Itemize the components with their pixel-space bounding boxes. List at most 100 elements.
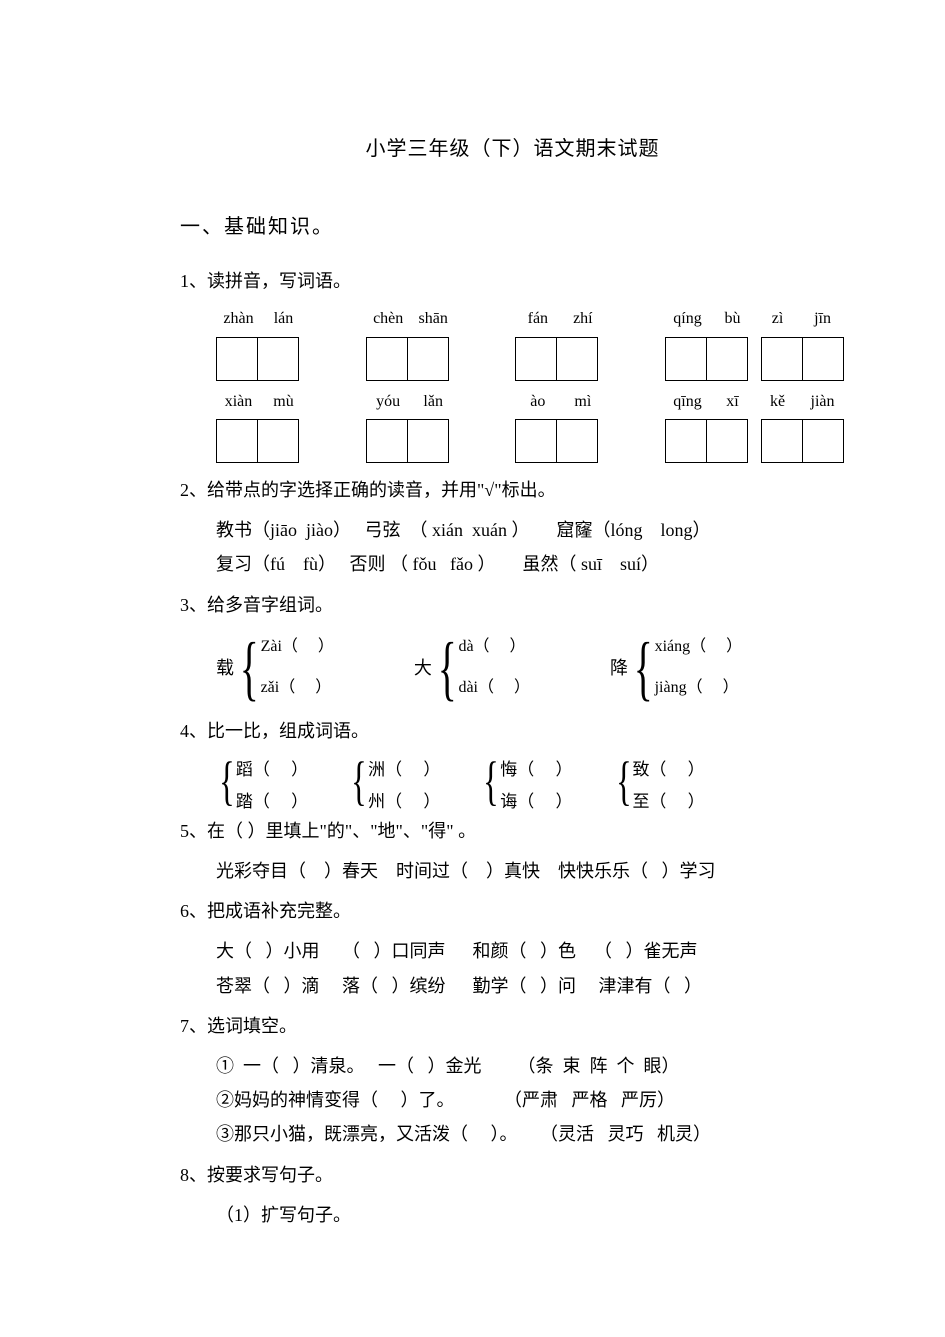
answer-box[interactable] [665, 337, 707, 381]
q1-r1-g3: fán zhí [515, 304, 605, 380]
answer-box[interactable] [556, 419, 598, 463]
q2-label: 2、给带点的字选择正确的读音，并用"√"标出。 [180, 473, 845, 507]
q7-label: 7、选词填空。 [180, 1009, 845, 1043]
answer-box[interactable] [515, 419, 557, 463]
brace-icon: { [484, 754, 500, 808]
answer-box[interactable] [257, 337, 299, 381]
pinyin: zhàn [216, 304, 261, 334]
pinyin: zhí [560, 304, 605, 334]
pinyin: qíng [665, 304, 710, 334]
pinyin: fán [515, 304, 560, 334]
answer-box[interactable] [407, 337, 449, 381]
q2-2a: 复习（fú fù） [216, 554, 336, 574]
q6-line2[interactable]: 苍翠（ ）滴 落（ ）缤纷 勤学（ ）问 津津有（ ） [216, 969, 845, 1003]
q4-p4-b[interactable]: 至（ ） [632, 786, 704, 818]
q3-g3-a[interactable]: xiáng（ ） [655, 632, 743, 662]
q3-g1-b[interactable]: zǎi（ ） [261, 673, 334, 703]
q3-g2: 大 { dà（ ） dài（ ） [414, 628, 530, 708]
q2-2b: 否则 （ fǒu fǎo ） [350, 554, 496, 574]
q3-g3-b[interactable]: jiàng（ ） [655, 673, 743, 703]
q1-row2: xiàn mù yóu lǎn ào mì [216, 387, 845, 463]
answer-box[interactable] [761, 419, 803, 463]
q1-r1-g4: qíng bù zì jīn [665, 304, 845, 380]
q1-r2-g2: yóu lǎn [366, 387, 456, 463]
q8-label: 8、按要求写句子。 [180, 1158, 845, 1192]
q5-label: 5、在（ ）里填上"的"、"地"、"得" 。 [180, 814, 845, 848]
q2-1a: 教书（jiāo jiào） [216, 520, 351, 540]
brace-icon: { [634, 632, 653, 704]
q3-label: 3、给多音字组词。 [180, 588, 845, 622]
q2-line2: 复习（fú fù） 否则 （ fǒu fǎo ） 虽然（ suī suí） [216, 547, 845, 581]
q4-p1: { 蹈（ ） 踏（ ） [216, 754, 308, 808]
answer-box[interactable] [706, 337, 748, 381]
q4-row: { 蹈（ ） 踏（ ） { 洲（ ） 州（ ） { 悔（ ） 诲（ ） [216, 754, 845, 808]
answer-box[interactable] [257, 419, 299, 463]
pinyin: ào [515, 387, 560, 417]
q4-p4: { 致（ ） 至（ ） [613, 754, 705, 808]
q2-line1: 教书（jiāo jiào） 弓弦 （ xián xuán ） 窟窿（lóng l… [216, 513, 845, 547]
q1-r2-g3: ào mì [515, 387, 605, 463]
q1-r2-g1: xiàn mù [216, 387, 306, 463]
answer-box[interactable] [706, 419, 748, 463]
q4-p3-b[interactable]: 诲（ ） [500, 786, 572, 818]
pinyin: kě [755, 387, 800, 417]
q3-g2-a[interactable]: dà（ ） [458, 632, 530, 662]
pinyin: jīn [800, 304, 845, 334]
q3-g1-char: 载 [216, 651, 238, 685]
q4-p3-a[interactable]: 悔（ ） [500, 754, 572, 786]
q4-p2: { 洲（ ） 州（ ） [348, 754, 440, 808]
q7-line2[interactable]: ②妈妈的神情变得（ ）了。 （严肃 严格 严厉） [216, 1083, 845, 1117]
section-1-heading: 一、基础知识。 [180, 208, 845, 246]
page-title: 小学三年级（下）语文期末试题 [180, 130, 845, 168]
pinyin: bù [710, 304, 755, 334]
answer-box[interactable] [761, 337, 803, 381]
q2-1c: 窟窿（lóng long） [556, 520, 710, 540]
q1-row1: zhàn lán chèn shān fán zhí [216, 304, 845, 380]
answer-box[interactable] [216, 337, 258, 381]
q3-g1: 载 { Zài（ ） zǎi（ ） [216, 628, 334, 708]
pinyin: zì [755, 304, 800, 334]
q1-label: 1、读拼音，写词语。 [180, 264, 845, 298]
q7-line1[interactable]: ① 一（ ）清泉。 一（ ）金光 （条 束 阵 个 眼） [216, 1049, 845, 1083]
pinyin: lǎn [411, 387, 456, 417]
q3-g1-a[interactable]: Zài（ ） [261, 632, 334, 662]
answer-box[interactable] [407, 419, 449, 463]
answer-box[interactable] [515, 337, 557, 381]
pinyin: chèn [366, 304, 411, 334]
pinyin: yóu [366, 387, 411, 417]
q4-p4-a[interactable]: 致（ ） [632, 754, 704, 786]
q3-g2-b[interactable]: dài（ ） [458, 673, 530, 703]
pinyin: jiàn [800, 387, 845, 417]
q6-line1[interactable]: 大（ ）小用 （ ）口同声 和颜（ ）色 （ ）雀无声 [216, 934, 845, 968]
answer-box[interactable] [556, 337, 598, 381]
q2-2c: 虽然（ suī suí） [522, 554, 659, 574]
q3-g2-char: 大 [414, 651, 436, 685]
q6-label: 6、把成语补充完整。 [180, 894, 845, 928]
pinyin: xiàn [216, 387, 261, 417]
brace-icon: { [219, 754, 235, 808]
q2-1b: 弓弦 （ xián xuán ） [364, 520, 529, 540]
q4-label: 4、比一比，组成词语。 [180, 714, 845, 748]
answer-box[interactable] [665, 419, 707, 463]
pinyin: lán [261, 304, 306, 334]
q5-line[interactable]: 光彩夺目（ ）春天 时间过（ ）真快 快快乐乐（ ）学习 [216, 854, 845, 888]
q4-p2-a[interactable]: 洲（ ） [368, 754, 440, 786]
q1-r2-g4: qīng xī kě jiàn [665, 387, 845, 463]
answer-box[interactable] [216, 419, 258, 463]
q7-line3[interactable]: ③那只小猫，既漂亮，又活泼（ ）。 （灵活 灵巧 机灵） [216, 1117, 845, 1151]
pinyin: xī [710, 387, 755, 417]
q4-p1-a[interactable]: 蹈（ ） [236, 754, 308, 786]
brace-icon: { [616, 754, 632, 808]
brace-icon: { [438, 632, 457, 704]
answer-box[interactable] [366, 419, 408, 463]
answer-box[interactable] [366, 337, 408, 381]
q8-sub1: （1）扩写句子。 [216, 1198, 845, 1232]
answer-box[interactable] [802, 419, 844, 463]
pinyin: mù [261, 387, 306, 417]
answer-box[interactable] [802, 337, 844, 381]
q3-g3-char: 降 [610, 651, 632, 685]
q3-row: 载 { Zài（ ） zǎi（ ） 大 { dà（ ） dài（ ） 降 { x… [216, 628, 845, 708]
brace-icon: { [240, 632, 259, 704]
pinyin: shān [411, 304, 456, 334]
pinyin: mì [560, 387, 605, 417]
